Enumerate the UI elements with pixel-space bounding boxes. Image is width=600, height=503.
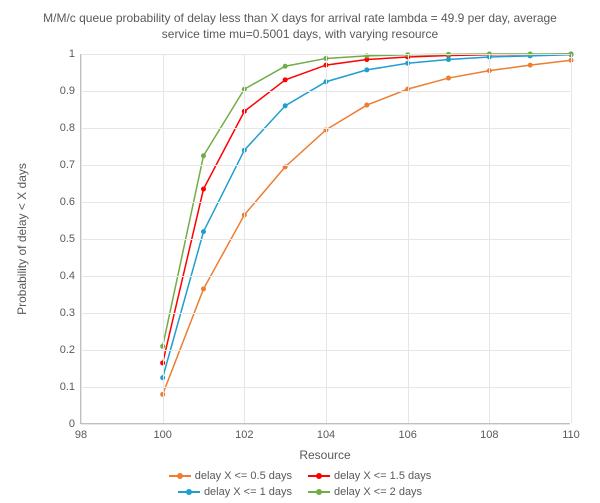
y-tick-label: 0.1 [60,381,81,393]
x-tick-label: 106 [398,423,416,441]
y-tick-label: 0.4 [60,270,81,282]
chart-title: M/M/c queue probability of delay less th… [0,10,600,42]
gridline-v [489,54,490,423]
legend-item: delay X <= 0.5 days [169,470,292,482]
y-tick-label: 0.9 [60,85,81,97]
legend-item: delay X <= 1 days [178,486,292,498]
plot-area: 00.10.20.30.40.50.60.70.80.9198100102104… [80,54,570,424]
series-line [163,60,571,394]
series-marker [446,76,451,81]
legend-swatch [178,487,200,497]
series-line [163,54,571,363]
series-marker [283,64,288,69]
series-line [163,54,571,346]
x-axis-label: Resource [299,448,350,462]
gridline-v [81,54,82,423]
series-marker [201,187,206,192]
legend: delay X <= 0.5 days delay X <= 1.5 days de… [0,468,600,500]
x-tick-label: 100 [153,423,171,441]
series-marker [201,286,206,291]
gridline-v [244,54,245,423]
y-tick-label: 1 [69,48,81,60]
series-marker [283,103,288,108]
y-tick-label: 0.2 [60,344,81,356]
gridline-v [571,54,572,423]
series-marker [364,103,369,108]
y-tick-label: 0.5 [60,233,81,245]
series-marker [283,77,288,82]
x-tick-label: 108 [480,423,498,441]
series-marker [528,63,533,68]
x-tick-label: 98 [75,423,87,441]
gridline-v [408,54,409,423]
x-tick-label: 110 [562,423,580,441]
series-marker [201,229,206,234]
gridline-v [326,54,327,423]
legend-item: delay X <= 1.5 days [308,470,431,482]
y-axis-label: Probability of delay < X days [15,163,29,315]
legend-label: delay X <= 1.5 days [334,470,431,482]
legend-swatch [308,471,330,481]
legend-swatch [169,471,191,481]
legend-item: delay X <= 2 days [308,486,422,498]
series-marker [201,153,206,158]
legend-label: delay X <= 1 days [204,486,292,498]
y-tick-label: 0.3 [60,307,81,319]
legend-label: delay X <= 2 days [334,486,422,498]
x-tick-label: 104 [317,423,335,441]
x-tick-label: 102 [235,423,253,441]
series-marker [446,57,451,62]
legend-swatch [308,487,330,497]
y-tick-label: 0.8 [60,122,81,134]
chart-container: M/M/c queue probability of delay less th… [0,0,600,503]
y-tick-label: 0.6 [60,196,81,208]
series-marker [364,67,369,72]
legend-label: delay X <= 0.5 days [195,470,292,482]
y-tick-label: 0.7 [60,159,81,171]
gridline-v [163,54,164,423]
